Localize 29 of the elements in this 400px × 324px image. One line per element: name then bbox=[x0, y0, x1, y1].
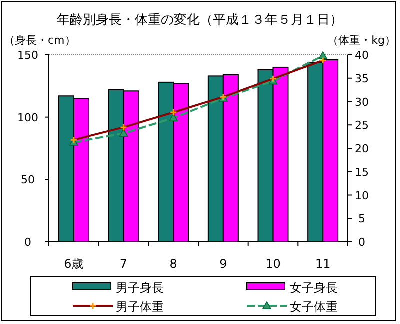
point bbox=[318, 52, 328, 60]
legend-label: 女子身長 bbox=[290, 281, 338, 295]
y2-tick-label: 35 bbox=[355, 72, 369, 86]
y2-tick-label: 0 bbox=[358, 236, 366, 249]
point bbox=[119, 129, 128, 137]
y-axis-title: （身長・cm） bbox=[4, 34, 76, 47]
y-tick-label: 0 bbox=[24, 236, 32, 249]
chart-title: 年齢別身長・体重の変化（平成１３年５月１日） bbox=[57, 12, 343, 28]
x-tick-label: 9 bbox=[220, 257, 228, 271]
x-tick-label: 6歳 bbox=[64, 257, 84, 271]
y-tick-label: 150 bbox=[18, 49, 38, 62]
y2-tick-label: 30 bbox=[355, 96, 369, 109]
y2-tick-label: 20 bbox=[355, 142, 369, 156]
x-tick-label: 7 bbox=[120, 257, 128, 271]
legend-label: 男子体重 bbox=[116, 300, 164, 314]
point bbox=[169, 114, 178, 122]
y2-tick-label: 10 bbox=[355, 189, 369, 202]
x-tick-label: 11 bbox=[315, 257, 331, 271]
x-tick-label: 8 bbox=[170, 257, 178, 271]
y2-axis-title: （体重・kg） bbox=[328, 34, 396, 47]
y2-tick-label: 15 bbox=[355, 166, 369, 179]
legend-label: 男子身長 bbox=[116, 281, 164, 295]
y-tick-label: 100 bbox=[18, 111, 38, 124]
x-tick-label: 10 bbox=[266, 257, 281, 271]
y2-tick-label: 25 bbox=[355, 119, 369, 132]
y2-tick-label: 5 bbox=[358, 212, 366, 226]
y-tick-label: 50 bbox=[21, 174, 35, 187]
legend-label: 女子体重 bbox=[290, 300, 338, 314]
y2-tick-label: 40 bbox=[355, 49, 369, 62]
